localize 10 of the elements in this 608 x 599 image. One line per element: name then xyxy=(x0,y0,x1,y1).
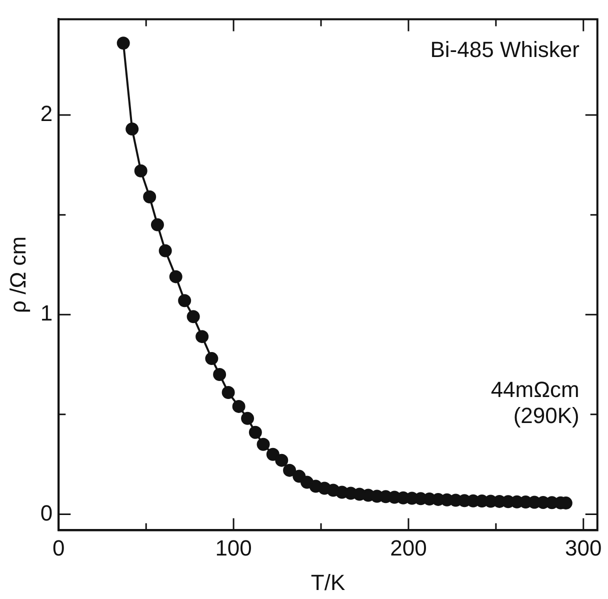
y-axis-title: ρ /Ω cm xyxy=(5,236,30,314)
x-tick-label: 300 xyxy=(565,535,602,560)
x-axis-title: T/K xyxy=(310,570,346,595)
y-tick-label: 2 xyxy=(40,101,53,126)
x-tick-label: 100 xyxy=(215,535,252,560)
y-tick-label: 1 xyxy=(40,300,53,326)
x-tick-label: 200 xyxy=(390,535,427,560)
y-tick-label: 0 xyxy=(40,500,53,526)
annotation: Bi-485 Whisker xyxy=(430,37,580,64)
annotation: 44mΩcm (290K) xyxy=(490,376,580,429)
